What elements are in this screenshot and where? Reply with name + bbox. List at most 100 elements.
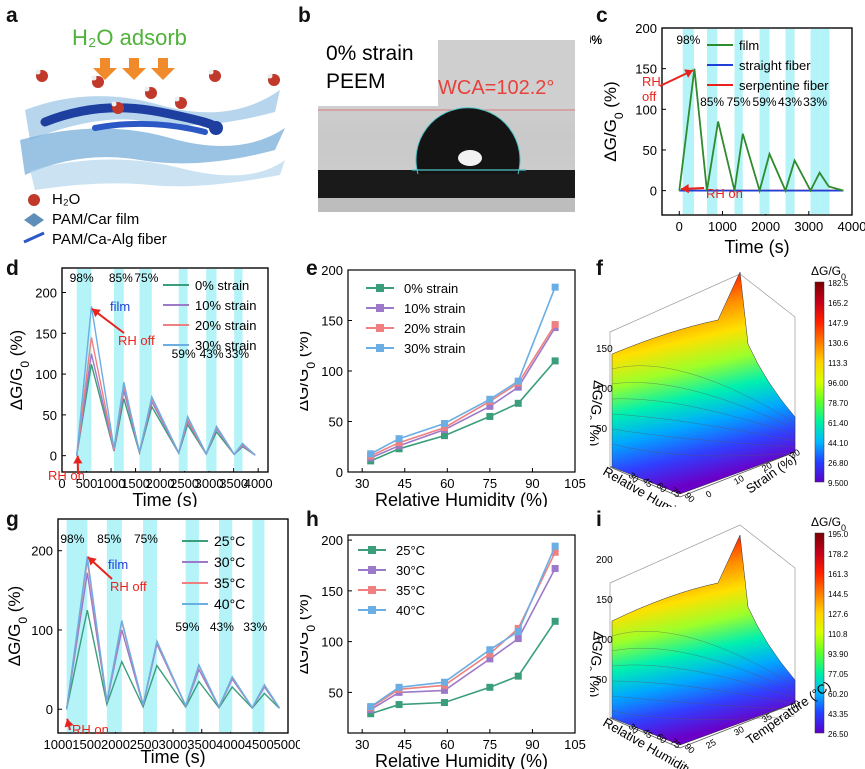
x-tick-label: 105: [564, 737, 586, 752]
data-point: [486, 655, 494, 663]
series-line: [370, 568, 556, 711]
y-tick-label: 50: [43, 408, 57, 423]
data-point: [395, 701, 403, 709]
annotation-rh-off: RH off: [118, 333, 155, 348]
y-tick-label: 200: [35, 285, 57, 300]
legend-label: 20% strain: [195, 318, 256, 333]
chart-c: 0 1000 2000 3000 4000 0 50 100 150 200 Time (s) ΔG/…: [590, 21, 865, 257]
data-point: [551, 617, 559, 625]
y-tick-label: 50: [329, 685, 343, 700]
colorbar-tick-label: 96.00: [828, 379, 849, 388]
chart-i: 195.0 178.2 161.3 144.5 127.6 110.8 93.90 77.05…: [590, 515, 849, 769]
x-tick-label: 90: [525, 476, 539, 491]
contour-line: [611, 695, 796, 711]
x-tick-label: 1500: [121, 476, 150, 491]
rh-band-label: 98%: [676, 33, 700, 47]
colorbar-title: ΔG/G0: [811, 515, 846, 533]
legend-label: 25°C: [214, 533, 245, 549]
rh-band-label: 98%: [60, 532, 84, 546]
colorbar-tick-label: 26.80: [828, 459, 849, 468]
x-tick-label: 60: [440, 476, 454, 491]
third-tick-label: 0: [704, 489, 713, 500]
x-tick-label: 0: [676, 219, 683, 234]
colorbar-tick-label: 161.3: [828, 570, 849, 579]
legend-marker: [368, 566, 376, 574]
y-axis-label: ΔG/G0 (%): [300, 331, 318, 411]
data-point: [486, 402, 494, 410]
data-point: [514, 672, 522, 680]
y-tick-label: 150: [35, 326, 57, 341]
x-tick-label: 90: [525, 737, 539, 752]
y-axis-label: ΔG/G0 (%): [7, 330, 32, 410]
rh-band-label: 43%: [778, 95, 802, 109]
x-tick-label: 2000: [751, 219, 780, 234]
panel-label-e: e: [306, 257, 318, 280]
panel-label-h: h: [306, 508, 319, 531]
panel-label-f: f: [596, 257, 603, 280]
annotation-arrowhead: [681, 184, 689, 194]
y-tick-label: 100: [635, 102, 657, 117]
annotation-film: film: [110, 299, 130, 314]
data-point: [551, 565, 559, 573]
data-point: [395, 435, 403, 443]
legend-marker: [368, 586, 376, 594]
x-tick-label: 2500: [170, 476, 199, 491]
rh-band: [143, 520, 157, 732]
annotation-arrowhead: [87, 557, 97, 566]
x-tick-label: 75: [483, 737, 497, 752]
x-tick-label: 3500: [219, 476, 248, 491]
y-axis-label: ΔG/G0 (%): [601, 81, 626, 161]
contour-line: [611, 443, 796, 457]
series-line: [370, 545, 556, 708]
y-tick-label: 200: [321, 263, 343, 278]
series-line: [65, 556, 280, 710]
data-point: [551, 357, 559, 365]
rh-band-label: 43%: [200, 347, 224, 361]
rh-band: [234, 269, 243, 471]
y-tick-label: 50: [329, 415, 343, 430]
x-tick-label: 45: [398, 476, 412, 491]
third-tick-label: 35: [760, 711, 774, 725]
annotation-arrowhead: [91, 308, 101, 318]
series-line: [370, 360, 556, 462]
annotation-rh-off-1: RH: [642, 74, 661, 89]
colorbar-tick-label: 182.5: [828, 279, 849, 288]
panel-a-schematic: H₂O adsorb H₂O PAM/Car film: [0, 0, 290, 250]
rh-band-label: 98%: [70, 271, 94, 285]
z-tick-label: 200: [596, 555, 613, 566]
rh-band: [252, 520, 265, 732]
chart-g: 1000 1500 2000 2500 3000 3500 4000 4500 5000 0 100…: [5, 518, 300, 767]
data-point: [395, 439, 403, 447]
rh-band-label: 43%: [210, 620, 234, 634]
x-axis-label: Time (s): [132, 490, 197, 507]
colorbar: [814, 281, 825, 483]
colorbar-tick-label: 9.500: [828, 479, 849, 488]
rh-band: [106, 520, 122, 732]
colorbar-tick-label: 60.20: [828, 690, 849, 699]
x-tick-label: 1000: [97, 476, 126, 491]
series-line: [370, 620, 556, 715]
annotation-arrowhead: [73, 455, 83, 464]
rh-band: [178, 269, 188, 471]
x-tick-label: 2000: [101, 737, 130, 752]
contour-line: [611, 365, 796, 424]
y-tick-label: 0: [46, 702, 53, 717]
x-tick-label: 4000: [244, 476, 273, 491]
colorbar-tick-label: 93.90: [828, 650, 849, 659]
panel-label-g: g: [6, 508, 19, 531]
legend-label: film: [739, 38, 759, 53]
panel-label-d: d: [6, 257, 19, 280]
plot-frame: [347, 534, 576, 734]
y-axis-label: ΔG/G0 (%): [300, 594, 318, 674]
third-tick-label: 20: [760, 460, 774, 474]
annotation-rh-off: RH off: [110, 579, 147, 594]
wca-value: WCA=102.2°: [438, 77, 555, 99]
data-point: [440, 424, 448, 432]
data-point: [440, 686, 448, 694]
x-axis-label: Relative Humidity (%): [375, 490, 548, 507]
rh-band-label: 59%: [590, 33, 602, 47]
x-tick-label: 500: [76, 476, 98, 491]
rh-band-label: 43%: [590, 33, 602, 47]
rh-band-label: 33%: [590, 33, 602, 47]
film-legend-icon: [24, 213, 44, 227]
